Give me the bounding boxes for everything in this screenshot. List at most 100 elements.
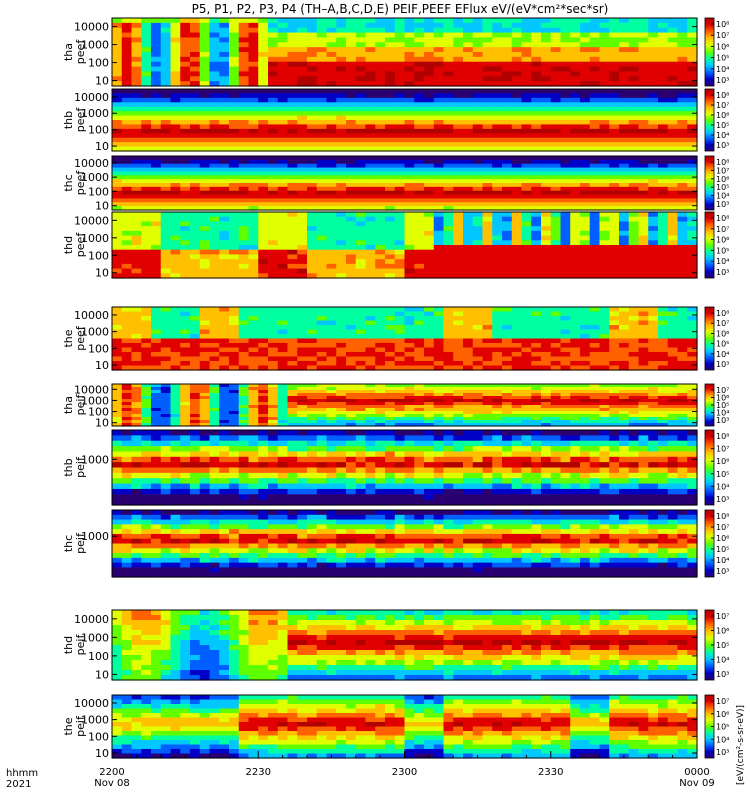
heatmap-cell: [687, 179, 697, 183]
heatmap-cell: [307, 334, 317, 339]
heatmap-cell: [239, 138, 249, 143]
heatmap-cell: [570, 129, 580, 134]
heatmap-cell: [463, 348, 473, 353]
heatmap-cell: [122, 212, 132, 217]
heatmap-cell: [648, 23, 658, 28]
heatmap-cell: [258, 62, 268, 67]
heatmap-cell: [580, 198, 590, 202]
heatmap-cell: [190, 352, 200, 357]
heatmap-cell: [317, 221, 327, 226]
heatmap-cell: [434, 187, 444, 191]
heatmap-cell: [522, 98, 532, 103]
heatmap-cell: [551, 312, 561, 317]
heatmap-cell: [473, 198, 483, 202]
heatmap-cell: [327, 93, 337, 98]
heatmap-cell: [132, 245, 142, 250]
heatmap-cell: [239, 160, 249, 164]
heatmap-cell: [600, 168, 610, 172]
heatmap-cell: [483, 325, 493, 330]
heatmap-cell: [112, 250, 122, 255]
heatmap-cell: [171, 37, 181, 42]
heatmap-cell: [336, 334, 346, 339]
heatmap-cell: [356, 160, 366, 164]
heatmap-cell: [258, 343, 268, 348]
heatmap-cell: [580, 195, 590, 199]
heatmap-cell: [531, 62, 541, 67]
heatmap-cell: [414, 160, 424, 164]
heatmap-cell: [463, 156, 473, 160]
heatmap-cell: [561, 67, 571, 72]
heatmap-cell: [229, 129, 239, 134]
heatmap-cell: [278, 52, 288, 57]
heatmap-cell: [434, 212, 444, 217]
heatmap-cell: [395, 348, 405, 353]
heatmap-cell: [210, 179, 220, 183]
heatmap-cell: [385, 321, 395, 326]
heatmap-cell: [229, 89, 239, 94]
heatmap-cell: [346, 168, 356, 172]
heatmap-cell: [463, 334, 473, 339]
heatmap-cell: [561, 316, 571, 321]
heatmap-cell: [268, 33, 278, 38]
heatmap-cell: [522, 217, 532, 222]
colorbar-tick-label: 10⁸: [716, 20, 729, 29]
heatmap-cell: [385, 312, 395, 317]
heatmap-cell: [239, 168, 249, 172]
heatmap-cell: [229, 52, 239, 57]
heatmap-cell: [678, 142, 688, 147]
heatmap-cell: [200, 334, 210, 339]
heatmap-cell: [171, 23, 181, 28]
heatmap-cell: [541, 107, 551, 112]
heatmap-cell: [171, 231, 181, 236]
heatmap-cell: [239, 111, 249, 116]
heatmap-cell: [463, 307, 473, 312]
heatmap-cell: [190, 269, 200, 274]
heatmap-cell: [551, 191, 561, 195]
heatmap-cell: [297, 47, 307, 52]
heatmap-cell: [151, 212, 161, 217]
heatmap-cell: [395, 116, 405, 121]
heatmap-cell: [531, 312, 541, 317]
heatmap-cell: [132, 316, 142, 321]
heatmap-cell: [180, 89, 190, 94]
heatmap-cell: [171, 62, 181, 67]
heatmap-cell: [239, 37, 249, 42]
heatmap-cell: [629, 76, 639, 81]
heatmap-cell: [414, 71, 424, 76]
heatmap-cell: [512, 138, 522, 143]
heatmap-cell: [200, 202, 210, 206]
heatmap-cell: [249, 138, 259, 143]
heatmap-cell: [151, 221, 161, 226]
heatmap-cell: [629, 102, 639, 107]
heatmap-cell: [522, 47, 532, 52]
heatmap-cell: [336, 221, 346, 226]
heatmap-cell: [678, 98, 688, 103]
heatmap-cell: [512, 254, 522, 259]
heatmap-cell: [210, 183, 220, 187]
heatmap-cell: [492, 250, 502, 255]
heatmap-cell: [210, 357, 220, 362]
heatmap-cell: [619, 221, 629, 226]
colorbar-thb_peef: [705, 89, 714, 151]
heatmap-cell: [307, 62, 317, 67]
heatmap-cell: [200, 254, 210, 259]
heatmap-cell: [171, 142, 181, 147]
heatmap-cell: [219, 37, 229, 42]
heatmap-cell: [210, 339, 220, 344]
heatmap-cell: [434, 352, 444, 357]
heatmap-cell: [151, 124, 161, 129]
heatmap-cell: [141, 269, 151, 274]
heatmap-cell: [561, 164, 571, 168]
heatmap-cell: [531, 321, 541, 326]
heatmap-cell: [317, 52, 327, 57]
colorbar-tick-label: 10⁷: [716, 225, 729, 234]
heatmap-cell: [473, 89, 483, 94]
heatmap-cell: [648, 156, 658, 160]
heatmap-cell: [375, 179, 385, 183]
heatmap-cell: [424, 47, 434, 52]
heatmap-cell: [395, 164, 405, 168]
heatmap-cell: [307, 133, 317, 138]
heatmap-cell: [385, 57, 395, 62]
heatmap-cell: [561, 142, 571, 147]
heatmap-cell: [483, 23, 493, 28]
